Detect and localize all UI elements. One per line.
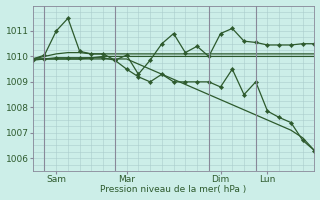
X-axis label: Pression niveau de la mer( hPa ): Pression niveau de la mer( hPa ) bbox=[100, 185, 247, 194]
